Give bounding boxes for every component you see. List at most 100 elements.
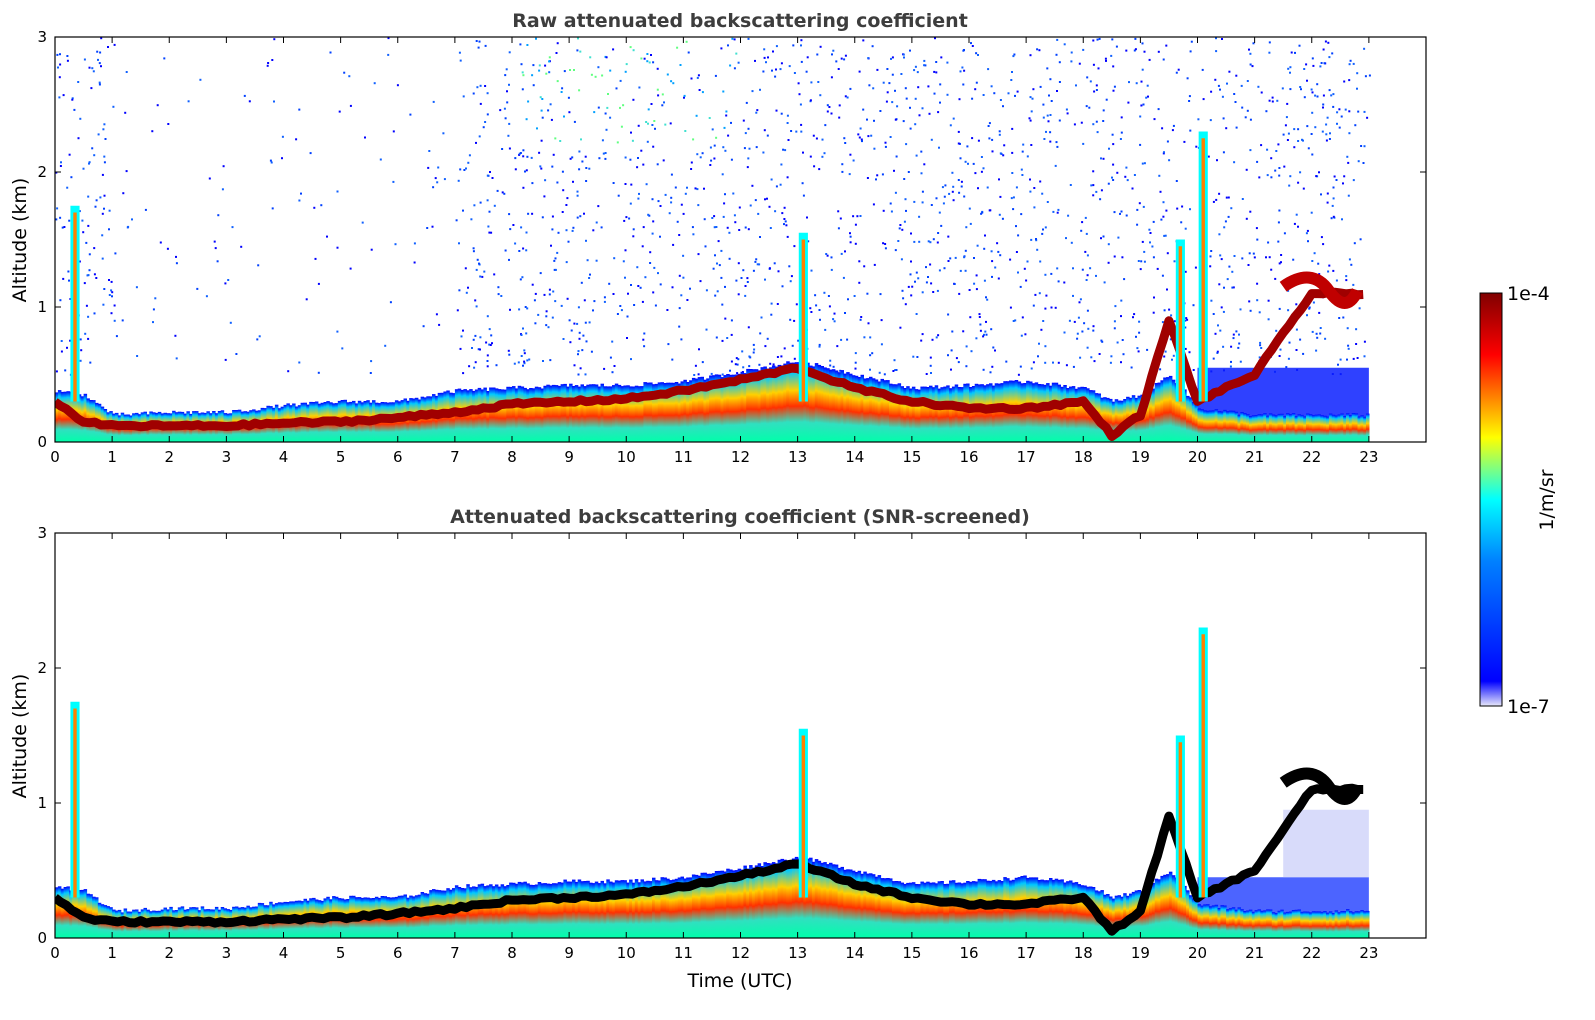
boundary-layer-column — [609, 386, 613, 442]
noise-pixel — [623, 219, 626, 222]
noise-pixel — [474, 334, 477, 337]
boundary-layer-column — [580, 881, 584, 938]
noise-pixel — [714, 294, 717, 297]
noise-pixel — [577, 306, 580, 309]
boundary-layer-column — [1291, 413, 1296, 442]
noise-pixel — [583, 212, 585, 215]
boundary-layer-column — [851, 870, 856, 938]
noise-pixel — [931, 338, 934, 341]
noise-pixel — [313, 206, 316, 209]
noise-pixel — [103, 194, 106, 197]
boundary-layer-column — [729, 869, 733, 938]
noise-pixel — [847, 298, 849, 301]
noise-pixel — [582, 334, 585, 337]
boundary-layer-column — [897, 383, 902, 442]
noise-pixel — [1077, 316, 1080, 319]
noise-pixel — [1184, 270, 1187, 273]
boundary-layer-column — [552, 384, 556, 442]
noise-pixel — [830, 268, 833, 271]
boundary-layer-column — [723, 375, 727, 442]
noise-pixel — [1030, 144, 1033, 146]
boundary-layer-column — [629, 879, 633, 938]
boundary-layer-column — [886, 380, 890, 442]
noise-pixel — [1311, 111, 1314, 114]
noise-pixel — [999, 254, 1002, 257]
noise-pixel — [256, 338, 259, 341]
noise-pixel — [859, 318, 862, 321]
noise-pixel — [539, 96, 542, 99]
noise-pixel — [1363, 47, 1366, 50]
noise-pixel — [1141, 42, 1144, 45]
noise-pixel — [484, 44, 487, 47]
noise-pixel — [1088, 106, 1091, 109]
noise-pixel — [998, 133, 1001, 136]
y-axis-label-screened: Altitude (km) — [9, 674, 31, 799]
noise-pixel — [214, 247, 217, 250]
noise-pixel — [1287, 309, 1290, 312]
noise-pixel — [89, 361, 92, 364]
noise-pixel — [939, 101, 941, 104]
noise-pixel — [1113, 327, 1116, 330]
noise-pixel — [984, 330, 987, 333]
noise-pixel — [670, 201, 673, 204]
noise-pixel — [717, 240, 720, 243]
noise-pixel — [765, 61, 767, 64]
boundary-layer-column — [1154, 383, 1159, 442]
noise-pixel — [1019, 285, 1022, 288]
noise-pixel — [832, 49, 835, 52]
noise-pixel — [270, 161, 273, 164]
noise-pixel — [983, 333, 985, 336]
noise-pixel — [1222, 345, 1225, 348]
noise-pixel — [1146, 84, 1149, 87]
noise-pixel — [1081, 330, 1084, 333]
noise-pixel — [1342, 316, 1345, 319]
boundary-layer-column — [494, 388, 499, 442]
noise-pixel — [674, 186, 677, 189]
noise-pixel — [1210, 299, 1213, 302]
boundary-layer-column — [597, 386, 602, 442]
noise-pixel — [561, 170, 564, 173]
noise-pixel — [144, 208, 147, 211]
noise-pixel — [108, 228, 110, 231]
noise-pixel — [936, 241, 939, 244]
boundary-layer-column — [783, 363, 787, 442]
boundary-layer-column — [1203, 904, 1207, 938]
noise-pixel — [886, 91, 889, 94]
noise-pixel — [601, 139, 604, 142]
noise-pixel — [1302, 352, 1305, 355]
x-tick-label: 5 — [336, 944, 346, 962]
noise-pixel — [963, 256, 966, 259]
noise-pixel — [978, 313, 981, 316]
boundary-layer-column — [566, 881, 570, 938]
noise-pixel — [950, 349, 953, 352]
noise-pixel — [1219, 329, 1222, 332]
boundary-layer-column — [497, 886, 502, 938]
boundary-layer-column — [689, 380, 693, 442]
noise-pixel — [287, 370, 290, 373]
boundary-layer-column — [1177, 384, 1181, 442]
noise-pixel — [726, 337, 729, 339]
noise-pixel — [754, 199, 757, 202]
boundary-layer-column — [660, 382, 664, 442]
noise-pixel — [1280, 261, 1282, 264]
boundary-layer-column — [1306, 911, 1310, 938]
noise-pixel — [595, 221, 598, 224]
boundary-layer-column — [863, 378, 867, 442]
noise-pixel — [1038, 49, 1041, 52]
noise-pixel — [737, 61, 740, 64]
noise-pixel — [1076, 332, 1079, 335]
boundary-layer-column — [831, 369, 836, 442]
noise-pixel — [1019, 365, 1022, 368]
noise-pixel — [549, 359, 552, 362]
noise-pixel — [1249, 149, 1252, 152]
noise-pixel — [1084, 250, 1087, 253]
noise-pixel — [1073, 123, 1076, 126]
noise-pixel — [929, 356, 932, 359]
noise-pixel — [913, 69, 916, 72]
noise-pixel — [713, 226, 716, 229]
boundary-layer-column — [643, 881, 647, 938]
boundary-layer-column — [589, 384, 593, 442]
boundary-layer-column — [1040, 879, 1044, 938]
noise-pixel — [854, 242, 857, 245]
panel-title-screened: Attenuated backscattering coefficient (S… — [450, 506, 1030, 528]
